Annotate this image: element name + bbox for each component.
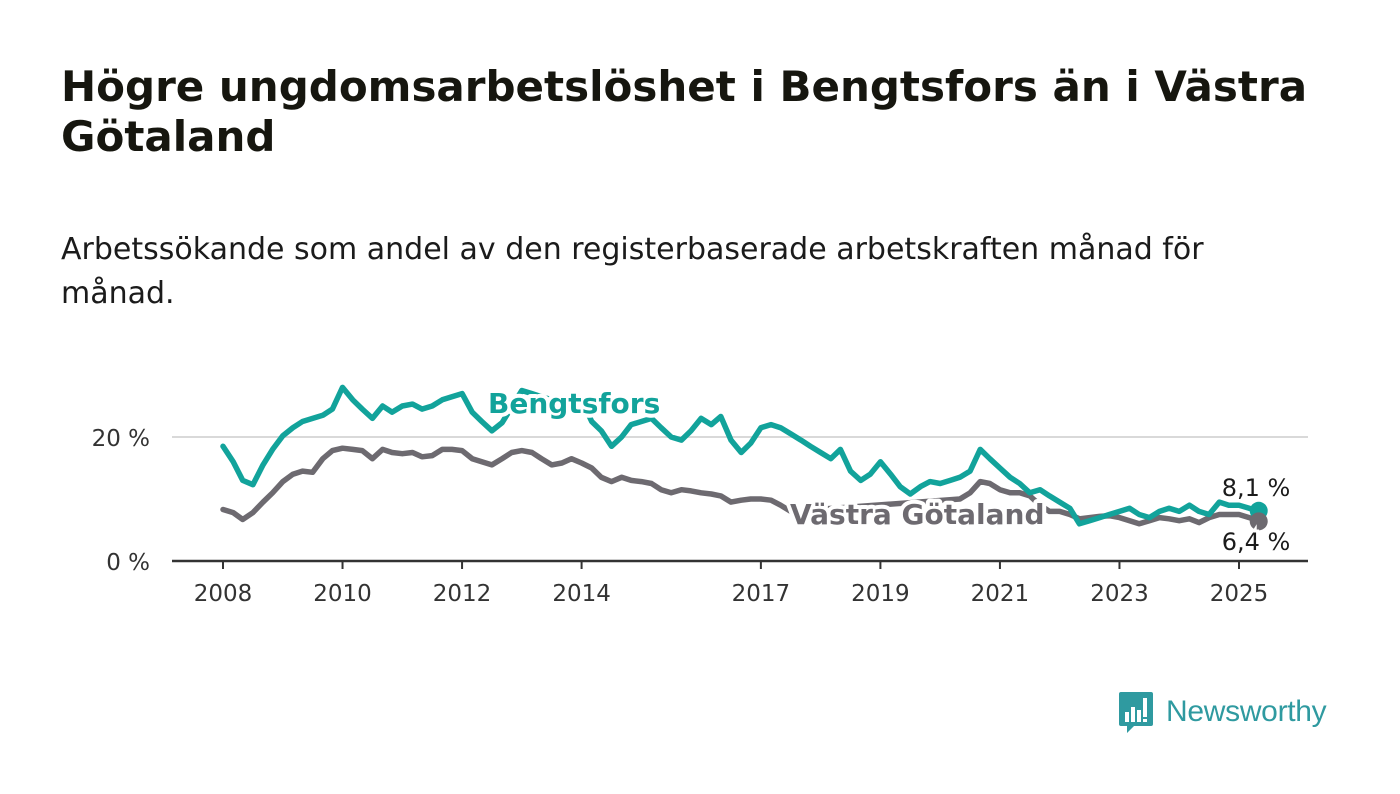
x-tick-label: 2008 (194, 581, 253, 607)
newsworthy-chart-icon (1119, 692, 1153, 733)
series-layer (220, 384, 1268, 531)
x-tick-label: 2012 (433, 581, 492, 607)
x-tick-label: 2023 (1090, 581, 1149, 607)
end-label-bengtsfors: 8,1 % (1222, 474, 1291, 502)
y-tick-label: 20 % (92, 426, 150, 452)
x-tick-label: 2021 (971, 581, 1030, 607)
series-label-bengtsfors: Bengtsfors (488, 387, 660, 420)
x-tick-label: 2025 (1210, 581, 1269, 607)
chart-title: Högre ungdomsarbetslöshet i Bengtsfors ä… (61, 62, 1308, 161)
series-line-bengtsfors (220, 384, 1262, 527)
newsworthy-logo: Newsworthy (1118, 690, 1327, 734)
x-tick-label: 2017 (732, 581, 791, 607)
x-tick-label: 2014 (552, 581, 611, 607)
x-tick-label: 2019 (851, 581, 910, 607)
x-tick-label: 2010 (313, 581, 372, 607)
brand-name: Newsworthy (1166, 695, 1327, 728)
chart-subtitle: Arbetssökande som andel av den registerb… (61, 232, 1204, 311)
end-marker-vastra-gotaland (1249, 512, 1268, 531)
end-label-vastra-gotaland: 6,4 % (1222, 528, 1291, 556)
axis-layer: 0 % 20 % 2008 2010 2012 2014 2017 2019 2021 2023 2… (92, 426, 1308, 607)
y-tick-label: 0 % (106, 550, 150, 576)
series-label-vastra-gotaland: Västra Götaland (790, 498, 1045, 531)
label-layer: Bengtsfors Västra Götaland 8,1 % 6,4 % (484, 383, 1293, 559)
series-line-vastra-gotaland (220, 445, 1262, 527)
